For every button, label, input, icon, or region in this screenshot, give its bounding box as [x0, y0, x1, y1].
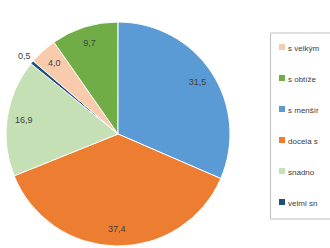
legend-swatch: [279, 199, 285, 205]
legend-frame: [271, 33, 330, 219]
legend-label: velmi sn: [288, 199, 317, 208]
pie-slice: [31, 61, 118, 134]
data-label: 16,9: [15, 115, 33, 125]
legend-swatch: [279, 106, 285, 112]
data-label: 9,7: [83, 38, 96, 48]
legend-label: snadno: [288, 168, 315, 177]
legend-label: s menšír: [288, 106, 319, 115]
data-label: 37,4: [108, 224, 126, 234]
legend: s velkým s obtíže s menšír docela s snadno ve…: [271, 33, 330, 219]
pie: [6, 22, 230, 246]
data-label: 0,5: [18, 51, 31, 61]
data-label: 4,0: [48, 58, 61, 68]
legend-swatch: [279, 75, 285, 81]
legend-swatch: [279, 44, 285, 50]
legend-swatch: [279, 137, 285, 143]
legend-label: docela s: [288, 137, 318, 146]
legend-label: s velkým: [288, 44, 319, 53]
chart: 4,0 9,7 31,5 37,4 16,9 0,5 s velkým s obtíže s m…: [0, 0, 330, 248]
legend-swatch: [279, 168, 285, 174]
data-label: 31,5: [189, 77, 207, 87]
legend-label: s obtíže: [288, 75, 317, 84]
